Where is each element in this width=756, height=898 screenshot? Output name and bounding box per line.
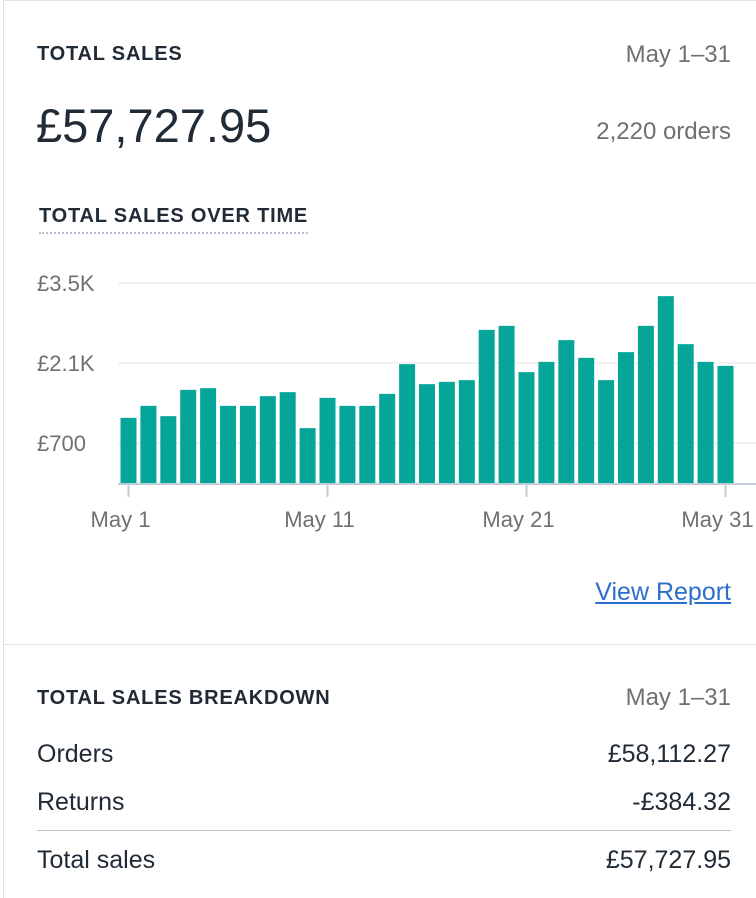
row-value: -£384.32 [632, 788, 731, 816]
bar [239, 405, 256, 483]
x-tick-label: May 31 [681, 507, 753, 532]
bar [279, 392, 296, 483]
section-title: TOTAL SALES [37, 43, 183, 65]
bar [458, 380, 475, 483]
total-value: £57,727.95 [36, 99, 272, 152]
x-tick-label: May 21 [482, 507, 554, 532]
bar [618, 352, 634, 483]
row-value: £58,112.27 [607, 740, 731, 768]
bar [319, 397, 336, 483]
bar [160, 416, 177, 483]
bar [379, 393, 396, 483]
bar [717, 365, 734, 483]
bar [518, 372, 535, 483]
row-label: Orders [37, 740, 114, 768]
bar [419, 384, 435, 483]
bar [339, 405, 356, 483]
y-tick-label: £700 [37, 431, 86, 456]
bar [598, 380, 615, 483]
chart-title[interactable]: TOTAL SALES OVER TIME [39, 206, 309, 234]
bar [259, 396, 276, 483]
bar [637, 325, 654, 483]
bar [677, 344, 694, 483]
bar [558, 340, 575, 483]
bar [140, 405, 157, 483]
bar [478, 329, 495, 483]
bar [359, 405, 376, 483]
card [3, 0, 756, 898]
view-report-link[interactable]: View Report [595, 578, 731, 606]
row-label: Returns [37, 788, 125, 816]
y-tick-label: £2.1K [37, 351, 95, 376]
x-tick-label: May 1 [91, 507, 151, 532]
row-label: Total sales [37, 846, 156, 874]
bar [120, 417, 137, 483]
bar [578, 357, 595, 483]
orders-count: 2,220 orders [596, 118, 731, 145]
bar [438, 381, 455, 483]
date-range: May 1–31 [625, 41, 731, 68]
breakdown-date-range: May 1–31 [625, 684, 731, 711]
row-value: £57,727.95 [605, 846, 731, 874]
bar [697, 361, 714, 483]
bar [180, 389, 197, 483]
total-rule [37, 830, 731, 831]
chart: £700 £2.1K £3.5K May 1 May 11 May 21 May 31 [37, 271, 756, 532]
breakdown-title: TOTAL SALES BREAKDOWN [37, 687, 331, 709]
bar [200, 388, 217, 483]
divider [3, 644, 756, 645]
bar [299, 428, 316, 483]
y-tick-label: £3.5K [37, 271, 95, 296]
x-tick-label: May 11 [284, 507, 355, 532]
bar [399, 364, 416, 483]
bar [538, 361, 555, 483]
bar [220, 405, 236, 483]
bar [657, 296, 674, 483]
bar [498, 325, 515, 483]
